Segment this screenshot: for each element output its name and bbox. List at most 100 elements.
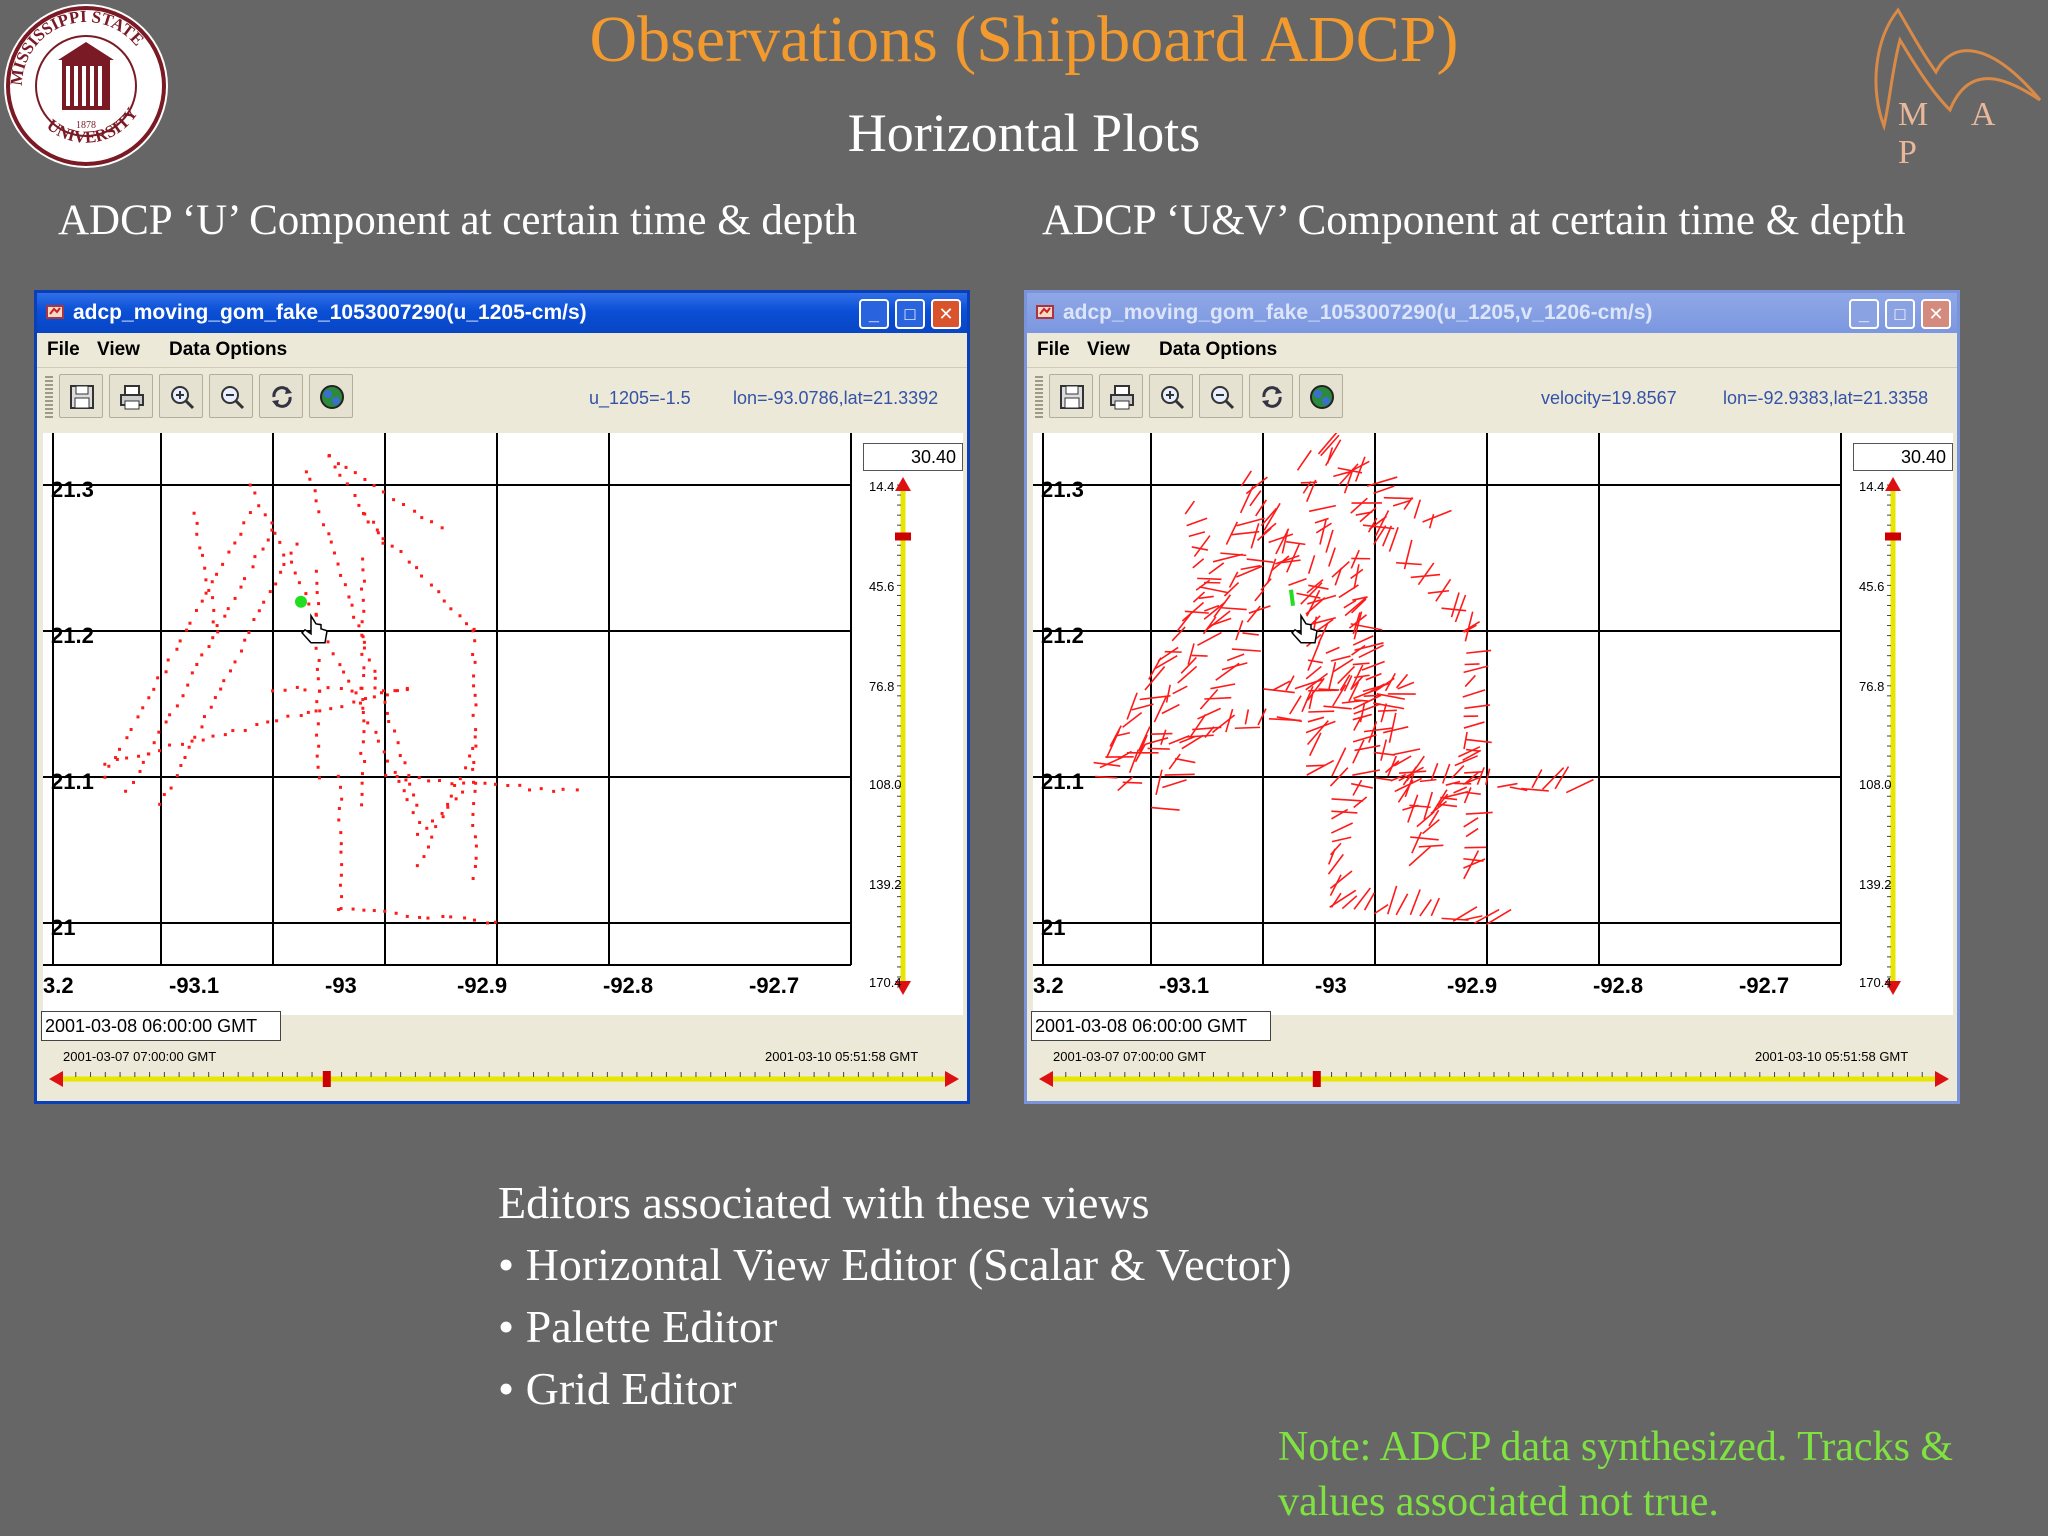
velocity-vector	[1339, 674, 1351, 691]
zoom-in-button[interactable]	[1149, 374, 1193, 418]
print-button[interactable]	[1099, 374, 1143, 418]
menu-data-options[interactable]: Data Options	[1159, 339, 1278, 360]
save-button[interactable]	[1049, 374, 1093, 418]
velocity-vector	[1391, 748, 1421, 756]
data-point	[405, 688, 409, 692]
toolbar-grip[interactable]	[1035, 376, 1043, 418]
data-point	[178, 639, 182, 643]
data-point	[360, 633, 364, 637]
data-point	[200, 725, 204, 729]
data-point	[360, 772, 364, 776]
vector-plot-window[interactable]: adcp_moving_gom_fake_1053007290(u_1205,v…	[1024, 290, 1960, 1104]
maximize-button[interactable]: □	[1885, 299, 1915, 329]
print-button[interactable]	[109, 374, 153, 418]
velocity-vector	[1330, 655, 1351, 662]
refresh-button[interactable]	[259, 374, 303, 418]
velocity-vector	[1334, 567, 1343, 586]
velocity-vector	[1430, 897, 1441, 917]
data-point	[204, 578, 208, 582]
data-point	[416, 832, 420, 836]
time-value-field[interactable]: 2001-03-08 06:00:00 GMT	[41, 1011, 281, 1041]
data-point	[373, 676, 377, 680]
menu-view[interactable]: View	[1087, 339, 1130, 360]
velocity-vector	[1174, 757, 1196, 764]
data-point	[420, 516, 424, 520]
plot-area[interactable]: 21.3 21.2 21.1 21 3.2 -93.1 -93 -92.9 -9…	[43, 433, 963, 1015]
data-point	[440, 811, 444, 815]
data-point	[152, 741, 156, 745]
data-point	[308, 477, 312, 481]
time-right-arrow-icon	[1935, 1071, 1949, 1087]
data-point	[181, 694, 185, 698]
velocity-vector	[1462, 776, 1480, 785]
menu-data-options[interactable]: Data Options	[169, 339, 288, 360]
zoom-in-icon	[1161, 386, 1185, 410]
velocity-vector	[1240, 564, 1261, 571]
window-titlebar[interactable]: adcp_moving_gom_fake_1053007290(u_1205-c…	[37, 293, 967, 333]
data-point	[441, 914, 445, 918]
time-value-field[interactable]: 2001-03-08 06:00:00 GMT	[1031, 1011, 1271, 1041]
vector-plot[interactable]	[1033, 433, 1953, 1015]
data-point	[422, 855, 426, 859]
save-button[interactable]	[59, 374, 103, 418]
position-readout: lon=-92.9383,lat=21.3358	[1723, 388, 1929, 408]
data-point	[188, 621, 192, 625]
menu-file[interactable]: File	[1037, 339, 1070, 360]
x-tick-label: -92.8	[1593, 973, 1644, 998]
zoom-out-button[interactable]	[1199, 374, 1243, 418]
data-point	[493, 782, 497, 786]
scalar-plot-window[interactable]: adcp_moving_gom_fake_1053007290(u_1205-c…	[34, 290, 970, 1104]
velocity-vector	[1285, 540, 1306, 546]
velocity-vector	[1314, 517, 1329, 524]
velocity-vector	[1308, 732, 1322, 757]
time-slider[interactable]	[47, 1063, 963, 1095]
menu-view[interactable]: View	[97, 339, 140, 360]
velocity-vector	[1410, 836, 1439, 841]
data-point	[473, 864, 477, 868]
velocity-vector	[1390, 773, 1407, 782]
globe-button[interactable]	[309, 374, 353, 418]
toolbar-grip[interactable]	[45, 376, 53, 418]
velocity-vector	[1139, 695, 1171, 701]
velocity-vector	[1352, 662, 1370, 666]
close-button[interactable]: ✕	[931, 299, 961, 329]
velocity-vector	[1362, 524, 1395, 530]
close-button[interactable]: ✕	[1921, 299, 1951, 329]
velocity-vector	[1244, 709, 1250, 725]
data-point	[362, 666, 366, 670]
velocity-vector	[1329, 889, 1357, 908]
velocity-vector	[1176, 613, 1191, 632]
map-logo	[1874, 7, 2042, 132]
zoom-in-button[interactable]	[159, 374, 203, 418]
scalar-plot[interactable]	[43, 433, 963, 1015]
menu-file[interactable]: File	[47, 339, 80, 360]
data-point	[449, 794, 453, 798]
data-point	[317, 658, 321, 662]
velocity-vector	[1422, 509, 1452, 523]
data-point	[315, 591, 319, 595]
time-slider[interactable]	[1037, 1063, 1953, 1095]
minimize-button[interactable]: _	[859, 299, 889, 329]
data-point	[415, 864, 419, 868]
data-point	[125, 756, 129, 760]
velocity-vector	[1192, 726, 1222, 731]
zoom-out-button[interactable]	[209, 374, 253, 418]
minimize-button[interactable]: _	[1849, 299, 1879, 329]
velocity-vector	[1351, 644, 1366, 656]
globe-button[interactable]	[1299, 374, 1343, 418]
depth-value-field[interactable]: 30.40	[863, 443, 963, 471]
depth-value-field[interactable]: 30.40	[1853, 443, 1953, 471]
data-point	[353, 494, 357, 498]
data-point	[415, 803, 419, 807]
window-titlebar[interactable]: adcp_moving_gom_fake_1053007290(u_1205,v…	[1027, 293, 1957, 333]
maximize-button[interactable]: □	[895, 299, 925, 329]
velocity-vector	[1554, 766, 1570, 790]
velocity-vector	[1221, 606, 1247, 611]
data-point	[363, 759, 367, 763]
plot-area[interactable]: 21.3 21.2 21.1 21 3.2 -93.1 -93 -92.9 -9…	[1033, 433, 1953, 1015]
refresh-button[interactable]	[1249, 374, 1293, 418]
data-point	[180, 742, 184, 746]
velocity-vector	[1327, 661, 1337, 692]
velocity-vector	[1367, 517, 1378, 533]
velocity-vector	[1464, 771, 1480, 785]
